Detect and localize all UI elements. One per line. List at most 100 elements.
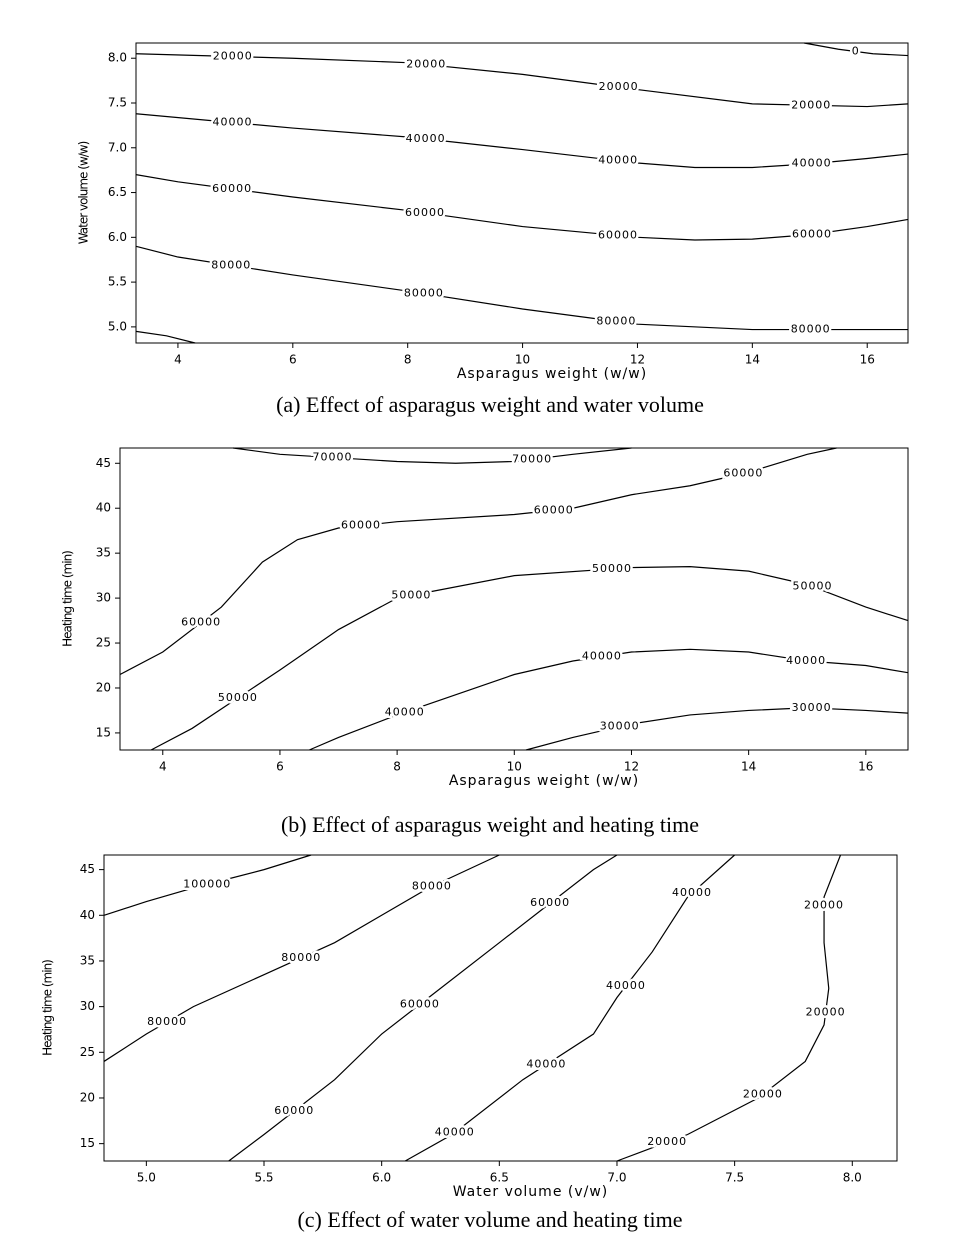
y-tick-label: 20 — [80, 1090, 95, 1104]
x-tick-label: 6.0 — [372, 1171, 391, 1185]
y-tick-label: 45 — [80, 862, 95, 876]
contour-label: 70000 — [512, 452, 552, 465]
contour-label: 60000 — [274, 1104, 314, 1117]
contour-line — [309, 648, 909, 751]
contour-label: 40000 — [435, 1126, 475, 1139]
contour-line — [616, 854, 842, 1162]
contour-label: 60000 — [181, 616, 221, 629]
contour-label: 40000 — [406, 132, 446, 145]
contour-label: 50000 — [793, 580, 833, 593]
x-tick-label: 6 — [276, 760, 284, 774]
contour-label: 80000 — [791, 323, 831, 336]
contour-label: 40000 — [786, 654, 826, 667]
x-tick-label: 10 — [507, 760, 522, 774]
contour-labels: 0 20000 20000 20000 20000 40000 40000 40000 4000… — [209, 42, 861, 338]
y-tick-label: 7.0 — [108, 140, 127, 154]
contour-line — [135, 245, 908, 331]
contour-line — [228, 854, 618, 1162]
contour-label: 60000 — [598, 229, 638, 242]
contour-label: 80000 — [281, 951, 321, 964]
y-tick-label: 35 — [80, 953, 95, 967]
x-tick-label: 5.0 — [137, 1171, 156, 1185]
x-axis-label: Water volume (v/w) — [453, 1184, 609, 1200]
y-tick-label: 35 — [96, 546, 111, 560]
y-tick-label: 7.5 — [108, 96, 127, 110]
x-tick-label: 8.0 — [843, 1171, 862, 1185]
contour-label: 40000 — [598, 154, 638, 167]
x-tick-label: 12 — [630, 353, 645, 367]
contour-label: 20000 — [406, 58, 446, 71]
contour-line — [803, 42, 909, 57]
contour-label: 40000 — [385, 705, 425, 718]
contour-line — [135, 53, 909, 108]
x-axis-label: Asparagus weight (w/w) — [457, 366, 647, 382]
y-tick-label: 40 — [80, 908, 95, 922]
x-tick-label: 4 — [174, 353, 182, 367]
contour-label: 40000 — [213, 116, 253, 129]
contour-label: 60000 — [723, 466, 763, 479]
contour-label: 60000 — [341, 519, 381, 532]
x-tick-label: 8 — [404, 353, 412, 367]
y-tick-label: 15 — [80, 1136, 95, 1150]
y-tick-label: 40 — [96, 501, 111, 515]
contour-label: 80000 — [404, 287, 444, 300]
contour-label: 50000 — [218, 691, 258, 704]
contour-label: 50000 — [592, 562, 632, 575]
contour-label: 20000 — [791, 98, 831, 111]
y-tick-label: 5.0 — [108, 319, 127, 333]
contour-label: 50000 — [391, 588, 431, 601]
contour-line — [135, 330, 196, 344]
contour-label: 20000 — [804, 899, 844, 912]
contour-label: 80000 — [412, 879, 452, 892]
x-tick-label: 7.5 — [725, 1171, 744, 1185]
contour-label: 100000 — [183, 877, 231, 890]
contour-label: 60000 — [530, 896, 570, 909]
y-tick-label: 6.0 — [108, 230, 127, 244]
contour-label: 30000 — [792, 701, 832, 714]
y-tick-label: 8.0 — [108, 51, 127, 65]
contour-label: 30000 — [600, 720, 640, 733]
contour-label: 60000 — [400, 997, 440, 1010]
caption: (a) Effect of asparagus weight and water… — [276, 392, 704, 417]
x-tick-label: 6 — [289, 353, 297, 367]
contour-label: 60000 — [534, 503, 574, 516]
contour-labels: 100000 80000 80000 80000 60000 60000 60000 4000… — [145, 875, 848, 1151]
contour-label: 40000 — [606, 979, 646, 992]
x-tick-label: 4 — [159, 760, 167, 774]
y-tick-label: 6.5 — [108, 185, 127, 199]
y-tick-label: 30 — [96, 591, 111, 605]
x-axis-label: Asparagus weight (w/w) — [449, 773, 639, 789]
contour-labels: 70000 70000 60000 60000 60000 60000 50000 50000… — [179, 448, 834, 735]
y-axis-label: Heating time (min) — [61, 551, 75, 647]
contour-label: 60000 — [212, 182, 252, 195]
contour-label: 20000 — [743, 1087, 783, 1100]
contour-line — [119, 447, 837, 676]
contour-line — [103, 854, 312, 916]
y-tick-label: 25 — [80, 1045, 95, 1059]
y-axis-label: Heating time (min) — [41, 960, 55, 1056]
contour-label: 60000 — [792, 227, 832, 240]
x-tick-label: 8 — [393, 760, 401, 774]
x-tick-label: 10 — [515, 353, 530, 367]
x-tick-label: 14 — [745, 353, 760, 367]
contour-label: 20000 — [213, 50, 253, 63]
x-tick-label: 14 — [741, 760, 756, 774]
contour-label: 40000 — [792, 157, 832, 170]
y-tick-label: 20 — [96, 680, 111, 694]
contour-line — [135, 174, 909, 241]
contour-line — [404, 854, 736, 1162]
x-tick-label: 12 — [624, 760, 639, 774]
contour-lines — [103, 854, 842, 1162]
contour-line — [135, 113, 909, 169]
y-tick-label: 45 — [96, 456, 111, 470]
contour-lines — [119, 447, 909, 751]
contour-line — [525, 707, 909, 751]
x-tick-label: 5.5 — [254, 1171, 273, 1185]
contour-label: 20000 — [647, 1135, 687, 1148]
x-tick-label: 16 — [858, 760, 873, 774]
y-tick-label: 25 — [96, 636, 111, 650]
contour-label: 80000 — [596, 314, 636, 327]
contour-label: 40000 — [672, 886, 712, 899]
contour-label: 80000 — [211, 258, 251, 271]
